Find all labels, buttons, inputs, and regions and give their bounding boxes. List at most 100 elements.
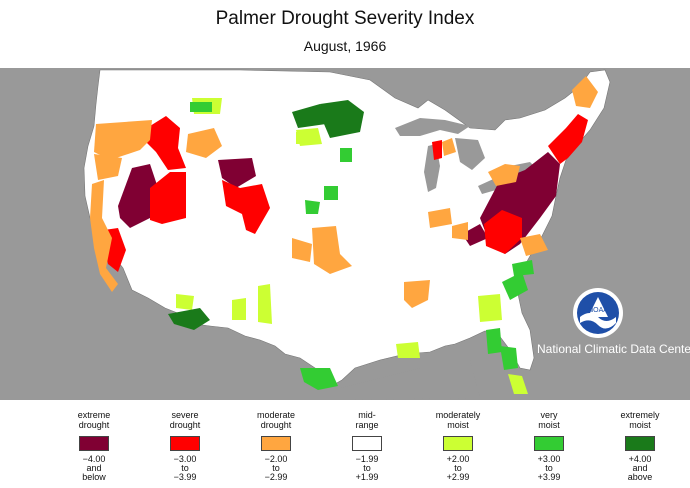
legend-label-line: moist bbox=[538, 420, 560, 430]
california-coast-moderate bbox=[90, 180, 118, 292]
georgia-very-moist bbox=[486, 328, 502, 354]
legend-label: extreme drought bbox=[54, 408, 134, 430]
legend-range-line: −4.00 bbox=[82, 454, 106, 464]
maine-moderate bbox=[572, 76, 598, 108]
oklahoma-moderate bbox=[312, 226, 352, 274]
legend-item: severe drought −3.00 to −3.99 bbox=[145, 408, 225, 482]
legend-label-line: very bbox=[540, 410, 558, 420]
legend-item: mid-range −1.99 to +1.99 bbox=[327, 408, 407, 482]
legend-label-line: mid- bbox=[358, 410, 376, 420]
gulf-water bbox=[340, 360, 480, 400]
legend-label-line: moist bbox=[447, 420, 469, 430]
legend-range-line: +2.00 bbox=[446, 454, 470, 464]
wyoming-extreme bbox=[218, 158, 256, 188]
very-moist-areas bbox=[190, 102, 534, 390]
legend-range-line: to bbox=[272, 463, 280, 473]
legend: extreme drought −4.00 and below severe drought… bbox=[0, 408, 690, 488]
michigan-moderate bbox=[442, 138, 456, 156]
legend-range-line: +4.00 bbox=[628, 454, 652, 464]
virginia-severe bbox=[484, 210, 522, 254]
moderately-moist-areas bbox=[176, 98, 528, 394]
map-title: Palmer Drought Severity Index bbox=[215, 8, 475, 29]
legend-swatch bbox=[170, 436, 200, 451]
credit-label: National Climatic Data Center bbox=[537, 342, 690, 356]
legend-item: moderately moist +2.00 to +2.99 bbox=[418, 408, 498, 482]
legend-range-line: −1.99 bbox=[355, 454, 379, 464]
legend-range: −1.99 to +1.99 bbox=[327, 455, 407, 482]
florida-moist bbox=[508, 374, 528, 394]
legend-label: extremely moist bbox=[600, 408, 680, 430]
legend-range-line: to bbox=[545, 463, 553, 473]
legend-range-line: −3.99 bbox=[173, 472, 197, 482]
legend-item: moderate drought −2.00 to −2.99 bbox=[236, 408, 316, 482]
nebraska-very-moist bbox=[305, 200, 320, 214]
legend-label-line: severe bbox=[171, 410, 199, 420]
georgia-moist bbox=[478, 294, 502, 322]
legend-swatch bbox=[352, 436, 382, 451]
colorado-severe bbox=[222, 180, 270, 234]
legend-range: +3.00 to +3.99 bbox=[509, 455, 589, 482]
new-york-moderate bbox=[488, 164, 520, 186]
legend-item: extreme drought −4.00 and below bbox=[54, 408, 134, 482]
indiana-moderate bbox=[452, 222, 468, 240]
michigan-severe bbox=[432, 140, 442, 160]
moderate-drought-areas bbox=[90, 76, 598, 308]
south-carolina-very-moist bbox=[502, 272, 528, 300]
arizona-extremely-moist bbox=[168, 308, 210, 330]
montana-moderate bbox=[186, 128, 222, 158]
map-subtitle: August, 1966 bbox=[303, 38, 387, 54]
legend-label-line: drought bbox=[260, 420, 292, 430]
noaa-logo: NOAA bbox=[573, 288, 623, 338]
north-carolina-moderate bbox=[520, 234, 548, 256]
north-carolina-very-moist bbox=[512, 260, 534, 276]
legend-label-line: moist bbox=[629, 420, 651, 430]
legend-range: +2.00 to +2.99 bbox=[418, 455, 498, 482]
legend-range-line: to bbox=[363, 463, 371, 473]
missouri-moderate bbox=[404, 280, 430, 308]
legend-range-line: above bbox=[627, 472, 653, 482]
florida-very-moist bbox=[500, 346, 518, 370]
nevada-utah-extreme bbox=[118, 164, 158, 228]
legend-label-line: moderate bbox=[256, 410, 296, 420]
arizona-moist bbox=[176, 294, 194, 310]
utah-severe bbox=[150, 172, 186, 224]
logo-text: NOAA bbox=[588, 307, 608, 314]
legend-range-line: −2.99 bbox=[264, 472, 288, 482]
dakota-moist bbox=[296, 132, 306, 144]
oregon-moderate bbox=[94, 154, 122, 180]
legend-range-line: −3.00 bbox=[173, 454, 197, 464]
nm-west-moist bbox=[258, 284, 272, 324]
legend-label-line: drought bbox=[78, 420, 110, 430]
legend-label: very moist bbox=[509, 408, 589, 430]
pacific-nw-moderate bbox=[94, 120, 152, 160]
extremely-moist-areas bbox=[168, 100, 364, 330]
legend-swatch bbox=[79, 436, 109, 451]
legend-label: mid-range bbox=[327, 408, 407, 430]
legend-label: severe drought bbox=[145, 408, 225, 430]
legend-range-line: below bbox=[82, 472, 106, 482]
illinois-moderate bbox=[428, 208, 452, 228]
legend-label-line: extremely bbox=[620, 410, 660, 420]
severe-drought-areas bbox=[104, 114, 588, 272]
legend-label-line: moderately bbox=[435, 410, 481, 420]
legend-swatch bbox=[443, 436, 473, 451]
us-drought-map bbox=[0, 68, 690, 400]
legend-range: −4.00 and below bbox=[54, 455, 134, 482]
kentucky-extreme bbox=[462, 224, 488, 246]
idaho-severe bbox=[146, 116, 186, 170]
minnesota-very-moist bbox=[340, 148, 352, 162]
legend-label-line: drought bbox=[169, 420, 201, 430]
legend-range-line: +3.99 bbox=[537, 472, 561, 482]
legend-range: −3.00 to −3.99 bbox=[145, 455, 225, 482]
kansas-moderate bbox=[292, 238, 312, 262]
legend-label: moderate drought bbox=[236, 408, 316, 430]
legend-range-line: to bbox=[454, 463, 462, 473]
legend-item: very moist +3.00 to +3.99 bbox=[509, 408, 589, 482]
texas-very-moist bbox=[300, 368, 338, 390]
legend-swatch bbox=[625, 436, 655, 451]
legend-range-line: −2.00 bbox=[264, 454, 288, 464]
legend-swatch bbox=[261, 436, 291, 451]
legend-swatch bbox=[534, 436, 564, 451]
legend-label: moderately moist bbox=[418, 408, 498, 430]
legend-range-line: and bbox=[632, 463, 648, 473]
